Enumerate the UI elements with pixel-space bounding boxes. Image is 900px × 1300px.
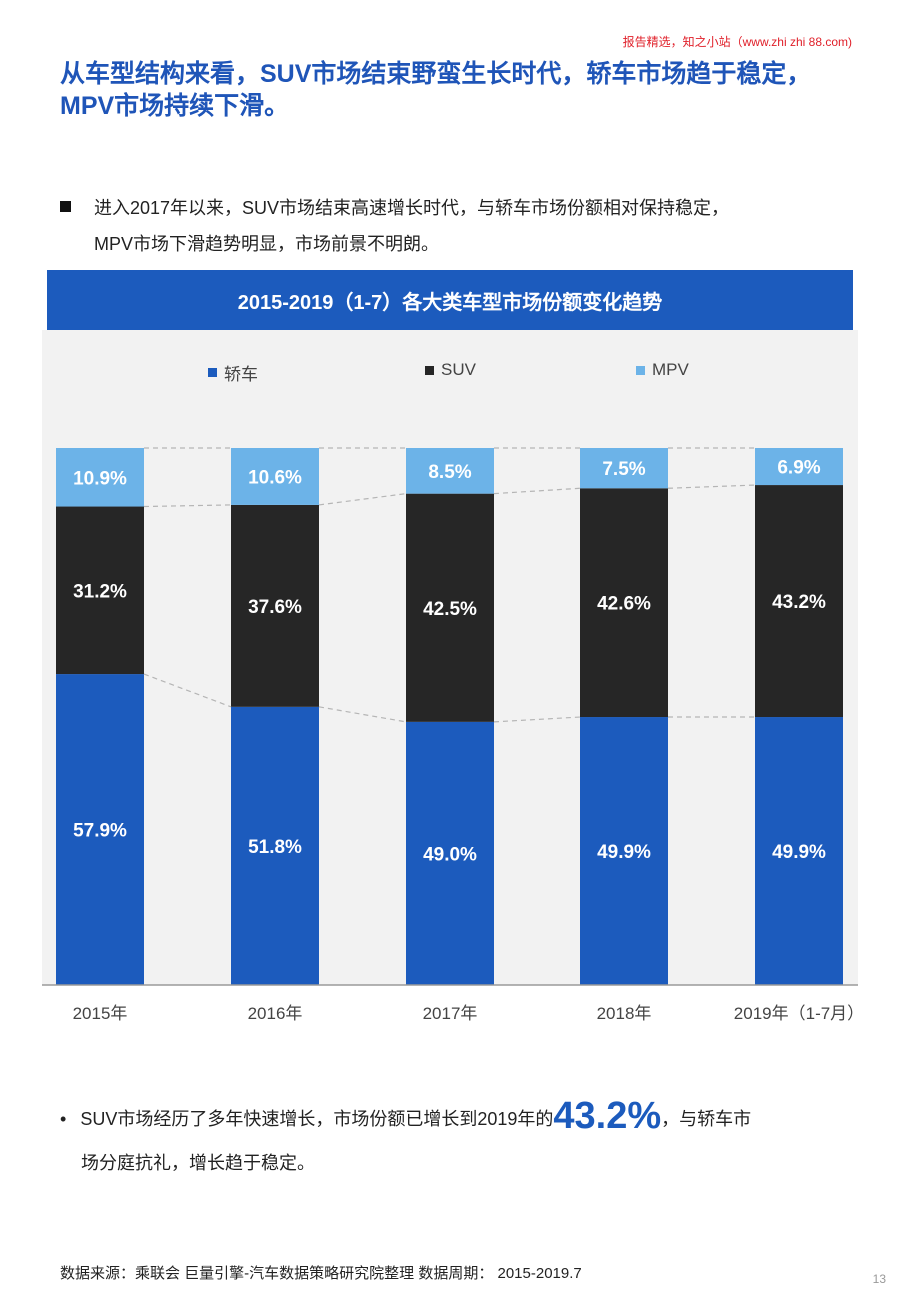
bar-SUV-2 (406, 493, 494, 722)
bullet-2-text-before: SUV市场经历了多年快速增长，市场份额已增长到2019年的 (80, 1109, 554, 1129)
data-label-SUV-4: 43.2% (772, 592, 826, 613)
chart-title: 2015-2019（1-7）各大类车型市场份额变化趋势 (237, 291, 663, 314)
bullet-2-line-2: 场分庭抗礼，增长趋于稳定。 (81, 1153, 315, 1173)
legend-item-sedan: 轿车 (208, 360, 258, 385)
round-bullet-icon: • (60, 1109, 67, 1129)
connector-line-0-1 (318, 706, 407, 723)
data-label-SUV-2: 42.5% (423, 599, 477, 620)
page-number: 13 (872, 1272, 886, 1286)
bullet-paragraph-2: • SUV市场经历了多年快速增长，市场份额已增长到2019年的43.2%，与轿车市… (60, 1095, 860, 1181)
bar-轿车-2 (406, 721, 494, 985)
connector-line-0-0 (143, 673, 232, 708)
bullet-paragraph-1: 进入2017年以来，SUV市场结束高速增长时代，与轿车市场份额相对保持稳定， M… (60, 190, 850, 262)
bullet-1-line-1: 进入2017年以来，SUV市场结束高速增长时代，与轿车市场份额相对保持稳定， (94, 198, 730, 218)
bar-SUV-3 (580, 488, 668, 718)
legend-swatch-sedan (208, 368, 217, 377)
bar-SUV-4 (755, 485, 843, 718)
x-tick-label-4: 2019年（1-7月） (734, 1004, 864, 1023)
bar-MPV-1 (231, 448, 319, 505)
bar-MPV-2 (406, 448, 494, 494)
bullet-2-text-after: ，与轿车市 (661, 1109, 752, 1129)
legend-item-suv: SUV (425, 360, 476, 380)
legend-label-mpv: MPV (652, 360, 689, 379)
data-source-note: 数据来源：乘联会 巨量引擎-汽车数据策略研究院整理 数据周期： 2015-201… (60, 1265, 582, 1282)
bar-SUV-0 (56, 506, 144, 675)
legend-swatch-mpv (636, 365, 645, 375)
data-label-MPV-4: 6.9% (777, 458, 820, 479)
headline-line-2: MPV市场持续下滑。 (60, 92, 290, 120)
bullet-1-line-2: MPV市场下滑趋势明显，市场前景不明朗。 (94, 234, 440, 254)
connector-line-1-2 (493, 487, 581, 495)
connector-line-1-1 (318, 493, 407, 506)
x-tick-label-1: 2016年 (248, 1004, 303, 1023)
connector-line-0-2 (493, 716, 581, 723)
bar-SUV-1 (231, 504, 319, 707)
legend-label-suv: SUV (441, 360, 476, 379)
bar-轿车-1 (231, 706, 319, 985)
square-bullet-icon (60, 201, 71, 212)
data-label-MPV-1: 10.6% (248, 467, 302, 488)
legend-swatch-suv (425, 365, 434, 375)
legend-item-mpv: MPV (636, 360, 689, 380)
data-label-轿车-0: 57.9% (73, 821, 127, 842)
bar-MPV-3 (580, 448, 668, 489)
suv-share-highlight: 43.2% (553, 1095, 662, 1137)
bar-轿车-3 (580, 717, 668, 985)
connector-line-1-0 (143, 504, 232, 508)
data-label-SUV-1: 37.6% (248, 597, 302, 618)
x-tick-label-2: 2017年 (423, 1004, 478, 1023)
data-label-轿车-1: 51.8% (248, 837, 302, 858)
bar-MPV-0 (56, 448, 144, 507)
page-headline: 从车型结构来看，SUV市场结束野蛮生长时代，轿车市场趋于稳定， MPV市场持续下… (60, 58, 860, 122)
data-label-SUV-3: 42.6% (597, 594, 651, 615)
chart-title-banner: 2015-2019（1-7）各大类车型市场份额变化趋势 (47, 270, 853, 330)
data-label-MPV-2: 8.5% (428, 462, 471, 483)
x-tick-label-0: 2015年 (73, 1004, 128, 1023)
connector-line-1-3 (667, 484, 756, 489)
watermark-text: 报告精选，知之小站（www.zhi zhi 88.com) (622, 35, 852, 49)
bar-轿车-0 (56, 674, 144, 985)
data-label-轿车-3: 49.9% (597, 842, 651, 863)
chart-legend: 轿车 SUV MPV (0, 360, 900, 384)
data-label-MPV-3: 7.5% (602, 459, 645, 480)
headline-line-1: 从车型结构来看，SUV市场结束野蛮生长时代，轿车市场趋于稳定， (60, 60, 812, 88)
data-label-轿车-4: 49.9% (772, 842, 826, 863)
data-label-轿车-2: 49.0% (423, 844, 477, 865)
stacked-bar-chart: 57.9% 31.2% 10.9% 2015年 51.8% 37.6% 10.6% 2016年… (42, 447, 864, 1023)
x-tick-label-3: 2018年 (597, 1004, 652, 1023)
legend-label-sedan: 轿车 (224, 365, 258, 384)
bar-轿车-4 (755, 717, 843, 985)
bar-MPV-4 (755, 448, 843, 486)
data-label-SUV-0: 31.2% (73, 581, 127, 602)
data-label-MPV-0: 10.9% (73, 468, 127, 489)
